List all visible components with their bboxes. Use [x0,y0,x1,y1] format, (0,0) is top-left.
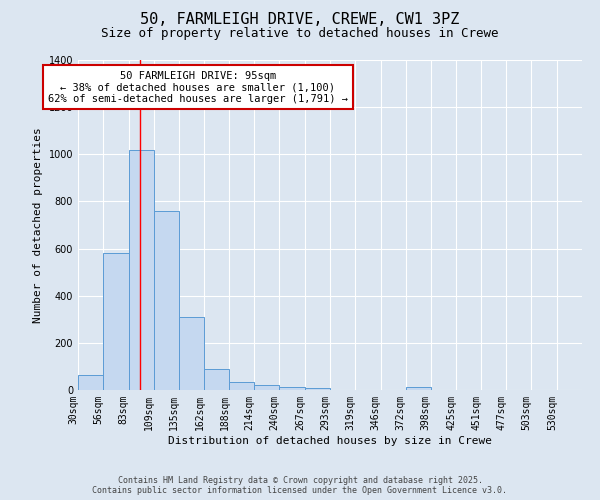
Bar [205,369,229,390]
Bar [78,374,103,390]
Text: Contains HM Land Registry data © Crown copyright and database right 2025.
Contai: Contains HM Land Registry data © Crown c… [92,476,508,495]
Bar [154,211,179,390]
Bar [229,382,254,390]
Bar [305,388,330,390]
Bar [279,387,305,390]
Bar [179,317,205,390]
Bar [129,150,154,390]
Text: Size of property relative to detached houses in Crewe: Size of property relative to detached ho… [101,28,499,40]
Bar [254,386,279,390]
X-axis label: Distribution of detached houses by size in Crewe: Distribution of detached houses by size … [168,436,492,446]
Bar [406,387,431,390]
Bar [103,254,129,390]
Y-axis label: Number of detached properties: Number of detached properties [33,127,43,323]
Text: 50, FARMLEIGH DRIVE, CREWE, CW1 3PZ: 50, FARMLEIGH DRIVE, CREWE, CW1 3PZ [140,12,460,28]
Text: 50 FARMLEIGH DRIVE: 95sqm
← 38% of detached houses are smaller (1,100)
62% of se: 50 FARMLEIGH DRIVE: 95sqm ← 38% of detac… [48,70,348,104]
